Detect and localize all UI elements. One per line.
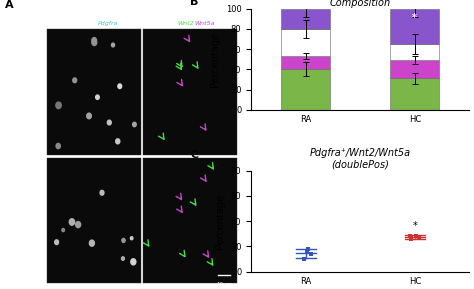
Text: Hypercapnia: Hypercapnia: [7, 201, 12, 240]
Bar: [281, 29, 330, 56]
Point: [407, 235, 415, 240]
FancyBboxPatch shape: [143, 29, 237, 155]
Point: [415, 235, 422, 239]
Circle shape: [56, 102, 61, 109]
Text: C: C: [190, 150, 198, 160]
Point: [307, 252, 314, 256]
Circle shape: [92, 40, 97, 46]
Circle shape: [73, 78, 77, 83]
Circle shape: [118, 84, 122, 88]
Bar: [390, 60, 439, 78]
Circle shape: [116, 139, 120, 144]
Bar: [281, 56, 330, 69]
Circle shape: [76, 222, 81, 228]
Circle shape: [111, 43, 115, 47]
Point: [304, 247, 312, 251]
Text: Wnt5a: Wnt5a: [194, 21, 215, 26]
Circle shape: [56, 143, 60, 149]
Bar: [390, 44, 439, 60]
Circle shape: [87, 113, 91, 119]
Text: Room Air: Room Air: [7, 77, 12, 106]
Text: Wnt2: Wnt2: [177, 21, 194, 26]
Circle shape: [90, 240, 94, 246]
Circle shape: [130, 237, 133, 240]
Circle shape: [131, 259, 136, 265]
Circle shape: [121, 257, 124, 260]
Point: [303, 249, 310, 254]
Text: Pdgfra: Pdgfra: [98, 21, 118, 26]
Text: B: B: [190, 0, 199, 7]
Circle shape: [107, 120, 111, 125]
FancyBboxPatch shape: [143, 158, 237, 283]
Circle shape: [55, 240, 58, 244]
FancyBboxPatch shape: [47, 29, 141, 155]
Text: A: A: [5, 0, 13, 10]
Y-axis label: Percentage: Percentage: [215, 194, 225, 249]
Point: [407, 236, 415, 241]
Point: [406, 234, 414, 238]
Title: Pdgfra⁺/Wnt2/Wnt5a
(doublePos): Pdgfra⁺/Wnt2/Wnt5a (doublePos): [310, 148, 411, 170]
Bar: [390, 78, 439, 110]
Circle shape: [133, 122, 136, 127]
Text: *: *: [412, 221, 417, 231]
Point: [301, 257, 308, 261]
Text: *: *: [412, 13, 417, 23]
Bar: [390, 9, 439, 44]
Circle shape: [92, 38, 97, 43]
Text: 10μm: 10μm: [216, 282, 232, 287]
Bar: [281, 69, 330, 110]
Text: DNA: DNA: [87, 21, 101, 26]
Title: Pdgfra⁺/ Wnt2 / Wnt5a
Composition: Pdgfra⁺/ Wnt2 / Wnt5a Composition: [305, 0, 416, 8]
Point: [412, 233, 419, 238]
Circle shape: [100, 190, 104, 195]
Circle shape: [62, 229, 64, 232]
Text: CYTOSPIN: CYTOSPIN: [123, 0, 161, 4]
Circle shape: [69, 219, 74, 225]
Circle shape: [122, 238, 125, 242]
Y-axis label: Percentage: Percentage: [210, 32, 220, 87]
Circle shape: [96, 95, 99, 99]
Bar: [281, 9, 330, 29]
FancyBboxPatch shape: [47, 158, 141, 283]
